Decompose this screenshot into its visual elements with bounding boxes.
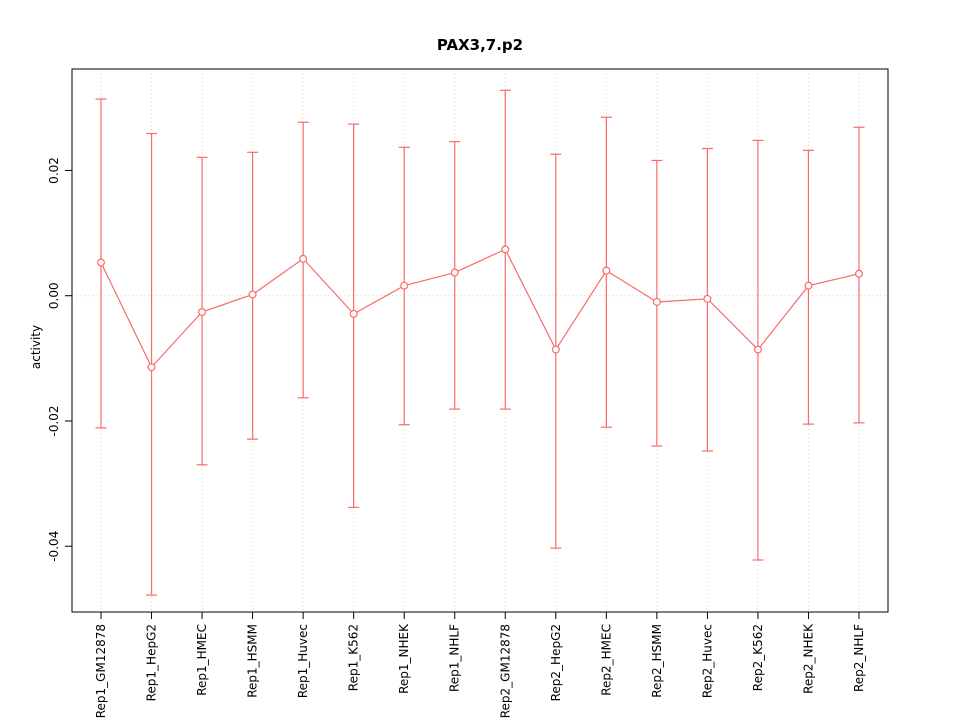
data-point [400,281,409,290]
y-tick-label: 0.02 [47,157,61,184]
x-tick-label: Rep1_K562 [347,624,361,691]
x-tick-label: Rep2_HMEC [599,624,613,696]
data-point [854,269,863,278]
chart-title: PAX3,7.p2 [436,36,524,54]
data-point [652,297,661,306]
x-tick-label: Rep1_NHLF [448,624,462,692]
y-tick-label: -0.04 [47,531,61,562]
series-line [100,248,860,369]
x-tick-label: Rep1_HMEC [195,624,209,696]
data-point [804,281,813,290]
x-tick-label: Rep1_NHEK [397,623,411,694]
plot-border [71,68,889,613]
data-point [349,309,358,318]
data-point [198,308,207,317]
x-tick-label: Rep2_NHEK [801,623,815,694]
data-point [703,294,712,303]
x-tick-label: Rep2_NHLF [852,624,866,692]
x-tick-label: Rep2_GM12878 [498,624,512,718]
x-tick-label: Rep2_Huvec [700,624,714,698]
y-tick-label: 0.00 [47,282,61,309]
x-tick-label: Rep2_HSMM [650,624,664,698]
x-tick-label: Rep1_HepG2 [145,624,159,701]
y-tick-label: -0.02 [47,405,61,436]
data-point [602,266,611,275]
data-point [299,254,308,263]
data-point [753,345,762,354]
x-tick-label: Rep2_HepG2 [549,624,563,701]
data-point [551,345,560,354]
x-tick-label: Rep2_K562 [751,624,765,691]
x-tick-label: Rep1_Huvec [296,624,310,698]
data-point [96,258,105,267]
x-tick-label: Rep1_HSMM [246,624,260,698]
x-tick-label: Rep1_GM12878 [94,624,108,718]
data-point [501,245,510,254]
data-point [450,268,459,277]
data-point [248,290,257,299]
data-point [147,363,156,372]
